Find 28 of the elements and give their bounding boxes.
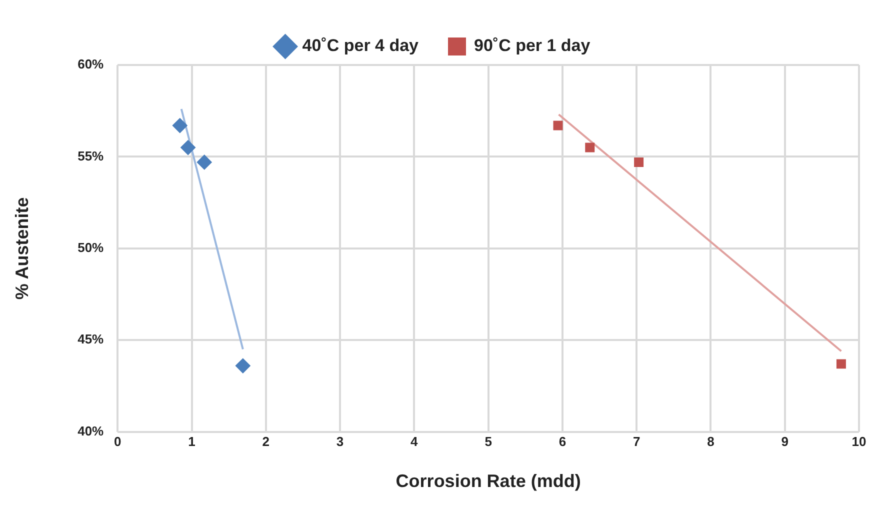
point xyxy=(172,118,188,134)
x-tick-label: 1 xyxy=(188,434,196,450)
y-tick-label: 55% xyxy=(78,148,104,164)
x-tick-label: 8 xyxy=(707,434,714,450)
x-tick-label: 3 xyxy=(336,434,344,450)
x-tick-label: 0 xyxy=(114,434,122,450)
y-tick-label: 50% xyxy=(78,240,104,255)
point xyxy=(196,154,212,170)
y-tick-label: 45% xyxy=(78,332,104,347)
point xyxy=(585,142,595,152)
legend-label: 40˚C per 4 day xyxy=(302,36,420,56)
y-tick-label: 40% xyxy=(78,423,104,438)
x-tick-label: 10 xyxy=(852,434,866,450)
x-tick-label: 5 xyxy=(484,434,492,450)
y-axis-title: % Austenite xyxy=(12,197,32,300)
x-tick-label: 9 xyxy=(781,434,788,450)
point xyxy=(836,359,846,369)
y-tick-label: 60% xyxy=(78,56,104,72)
legend-label: 90˚C per 1 day xyxy=(474,36,591,56)
x-tick-label: 6 xyxy=(558,434,566,450)
point xyxy=(553,120,563,130)
point xyxy=(180,140,196,156)
x-tick-label: 2 xyxy=(262,434,270,450)
x-tick-label: 7 xyxy=(632,434,640,450)
point xyxy=(634,157,644,167)
x-tick-label: 4 xyxy=(410,434,419,450)
x-axis-title: Corrosion Rate (mdd) xyxy=(396,471,581,492)
point xyxy=(235,358,250,374)
